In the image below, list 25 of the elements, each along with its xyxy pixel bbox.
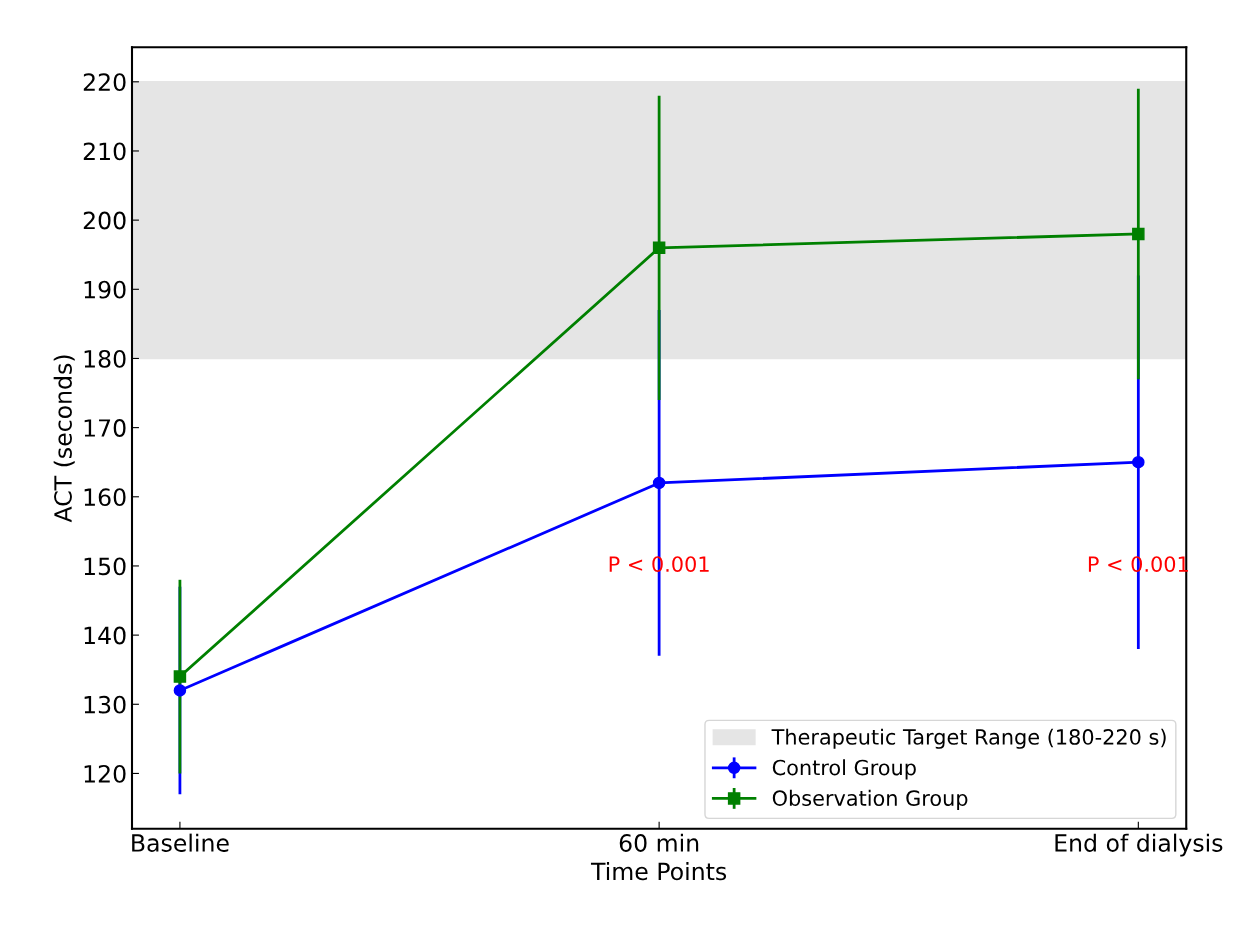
y-tick-label: 160 xyxy=(84,488,126,507)
y-tick-label: 210 xyxy=(83,142,126,161)
point xyxy=(173,684,187,697)
legend-label: Observation Group xyxy=(772,789,968,811)
point xyxy=(1132,455,1145,469)
point xyxy=(1132,227,1145,241)
y-tick-label: 170 xyxy=(84,419,126,437)
point xyxy=(652,241,666,255)
x-tick-label: End of dialysis xyxy=(1055,833,1223,857)
y-axis-title: ACT (seconds) xyxy=(53,355,75,523)
y-tick-label: 220 xyxy=(83,73,126,92)
y-tick-label: 130 xyxy=(84,695,126,714)
x-tick-label: Baseline xyxy=(132,833,229,852)
point xyxy=(652,476,666,490)
legend-label: Therapeutic Target Range (180-220 s) xyxy=(771,728,1166,749)
y-tick-label: 180 xyxy=(84,349,126,368)
legend-label: Control Group xyxy=(772,759,916,780)
y-tick-label: 140 xyxy=(84,626,126,645)
y-tick-label: 190 xyxy=(84,280,126,299)
x-tick-label: 60 min xyxy=(619,833,699,852)
y-tick-label: 150 xyxy=(84,557,126,576)
y-tick-label: 120 xyxy=(84,764,126,783)
y-tick-label: 200 xyxy=(83,211,126,230)
x-axis-title: Time Points xyxy=(590,862,727,881)
point xyxy=(173,670,187,683)
